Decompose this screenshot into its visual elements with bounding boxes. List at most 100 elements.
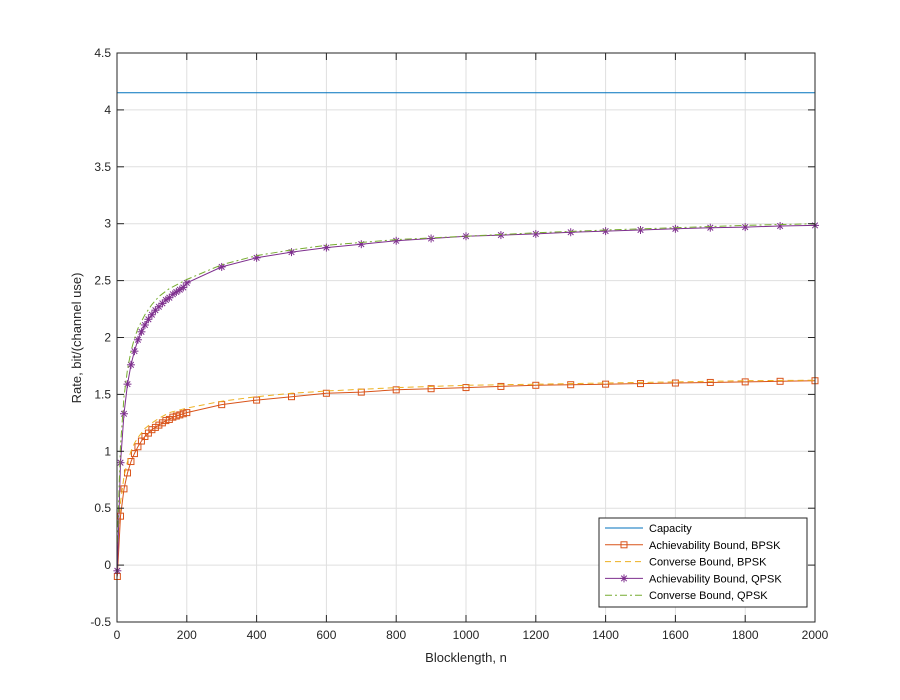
legend-entry-converse-bound-bpsk: Converse Bound, BPSK	[649, 557, 767, 569]
data-point-achievability-bound-bpsk	[183, 409, 191, 417]
data-point-achievability-bound-qpsk	[123, 380, 132, 389]
star-stroke	[145, 316, 152, 323]
data-point-achievability-bound-qpsk	[165, 293, 174, 302]
data-point-achievability-bound-qpsk	[144, 315, 153, 324]
star-stroke	[141, 321, 149, 329]
x-tick-label: 800	[386, 628, 406, 642]
x-tick-label: 1400	[592, 628, 619, 642]
star-stroke	[602, 227, 609, 235]
x-tick-label: 1800	[732, 628, 759, 642]
data-point-achievability-bound-bpsk	[497, 382, 505, 390]
x-tick-label: 400	[247, 628, 267, 642]
data-point-achievability-bound-qpsk	[137, 327, 146, 336]
y-tick-label: 2	[104, 331, 111, 345]
star-stroke	[117, 459, 124, 466]
data-point-achievability-bound-qpsk	[182, 278, 191, 287]
data-point-achievability-bound-qpsk	[126, 360, 135, 369]
star-stroke	[707, 224, 714, 231]
star-stroke	[288, 248, 295, 256]
data-point-achievability-bound-qpsk	[217, 262, 226, 271]
data-point-achievability-bound-bpsk	[130, 450, 138, 458]
data-point-achievability-bound-bpsk	[322, 389, 330, 397]
data-point-achievability-bound-qpsk	[427, 234, 436, 243]
star-stroke	[253, 254, 260, 261]
ticks: 0 200 400 600 800 1000 1200 1400 1600 1800 2000 -0.…	[90, 46, 828, 642]
star-stroke	[497, 231, 505, 239]
star-stroke	[742, 223, 749, 231]
series-layer	[113, 92, 819, 580]
legend-entry-achievability-bound-bpsk: Achievability Bound, BPSK	[649, 540, 781, 552]
data-point-achievability-bound-bpsk	[671, 379, 679, 387]
x-tick-label: 1000	[453, 628, 480, 642]
star-stroke	[120, 410, 128, 417]
data-point-achievability-bound-qpsk	[116, 458, 125, 467]
data-point-achievability-bound-bpsk	[567, 381, 575, 389]
legend-entry-capacity: Capacity	[649, 523, 692, 535]
star-stroke	[183, 279, 190, 287]
star-stroke	[127, 361, 135, 368]
data-point-achievability-bound-bpsk	[392, 386, 400, 394]
x-tick-label: 200	[177, 628, 197, 642]
data-point-achievability-bound-qpsk	[119, 409, 128, 418]
data-point-achievability-bound-bpsk	[427, 385, 435, 393]
y-tick-label: 3.5	[94, 160, 111, 174]
legend-entry-achievability-bound-qpsk: Achievability Bound, QPSK	[649, 573, 782, 585]
legend: Capacity Achievability Bound, BPSK Convers…	[598, 517, 808, 608]
x-axis-label: Blocklength, n	[425, 650, 507, 665]
data-point-achievability-bound-qpsk	[741, 223, 750, 232]
legend-marker-achievability-bound-qpsk	[620, 574, 628, 583]
data-point-achievability-bound-qpsk	[130, 347, 139, 356]
y-tick-label: 3	[104, 217, 111, 231]
data-point-achievability-bound-qpsk	[706, 223, 715, 232]
legend-entry-converse-bound-qpsk: Converse Bound, QPSK	[649, 590, 768, 602]
data-point-achievability-bound-bpsk	[253, 396, 261, 404]
star-stroke	[620, 575, 628, 582]
data-point-achievability-bound-qpsk	[636, 225, 645, 234]
series-converse-bound-bpsk	[116, 379, 816, 554]
series-converse-bound-qpsk	[116, 223, 816, 543]
data-point-achievability-bound-qpsk	[776, 221, 785, 230]
star-stroke	[131, 348, 138, 355]
star-stroke	[180, 284, 187, 291]
star-stroke	[567, 229, 574, 236]
x-tick-label: 1200	[522, 628, 549, 642]
series-line-converse-bound-qpsk	[116, 223, 816, 543]
data-point-achievability-bound-bpsk	[462, 384, 470, 392]
x-tick-label: 0	[114, 628, 121, 642]
data-point-achievability-bound-qpsk	[133, 335, 142, 344]
y-tick-label: 1.5	[94, 387, 111, 401]
data-point-achievability-bound-bpsk	[120, 485, 128, 493]
series-line-converse-bound-bpsk	[116, 379, 816, 554]
y-tick-label: -0.5	[90, 615, 111, 629]
data-point-achievability-bound-qpsk	[531, 229, 540, 238]
star-stroke	[134, 336, 142, 343]
x-tick-label: 1600	[662, 628, 689, 642]
data-point-achievability-bound-qpsk	[566, 228, 575, 237]
data-point-achievability-bound-bpsk	[776, 377, 784, 385]
series-achievability-bound-bpsk	[113, 377, 819, 580]
data-point-achievability-bound-qpsk	[140, 320, 149, 329]
star-stroke	[138, 328, 145, 335]
data-point-achievability-bound-qpsk	[671, 224, 680, 233]
star-stroke	[532, 230, 539, 238]
data-point-achievability-bound-qpsk	[147, 310, 156, 319]
y-tick-label: 4.5	[94, 46, 111, 60]
star-stroke	[323, 244, 330, 251]
star-stroke	[218, 263, 225, 271]
star-stroke	[427, 235, 435, 242]
star-stroke	[148, 311, 156, 318]
y-tick-label: 4	[104, 103, 111, 117]
legend-box	[598, 517, 808, 608]
y-tick-label: 0	[104, 558, 111, 572]
data-point-achievability-bound-bpsk	[706, 378, 714, 386]
star-stroke	[637, 226, 644, 234]
data-point-achievability-bound-qpsk	[601, 227, 610, 236]
y-axis-label: Rate, bit/(channel use)	[69, 273, 84, 404]
data-point-achievability-bound-bpsk	[741, 378, 749, 386]
y-tick-label: 0.5	[94, 501, 111, 515]
data-point-achievability-bound-qpsk	[392, 236, 401, 245]
legend-marker-achievability-bound-bpsk	[620, 541, 628, 549]
y-tick-label: 2.5	[94, 274, 111, 288]
